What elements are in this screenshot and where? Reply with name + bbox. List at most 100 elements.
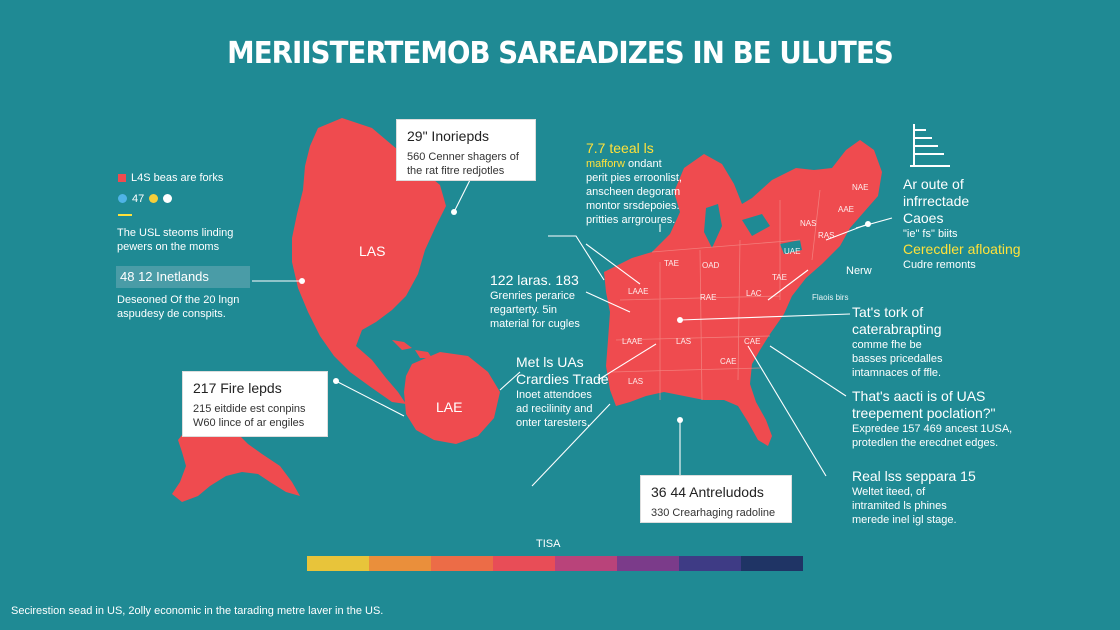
trade-line: Inoet attendoes — [516, 389, 592, 401]
right-top-heading: infrrectade — [903, 193, 970, 209]
callout-line: 560 Cenner shagers of — [407, 151, 519, 163]
scale-segment — [369, 556, 431, 571]
state-label: RAS — [818, 231, 834, 240]
alaska-landmass — [172, 424, 300, 502]
ship-icon — [910, 124, 950, 167]
right-bottom-text-block: Real lss seppara 15 Weltet iteed, of int… — [852, 468, 976, 527]
legend-divider — [118, 214, 132, 216]
top-center-heading-rest: ondant — [624, 158, 662, 170]
state-label: LAC — [746, 289, 762, 298]
state-label: NAE — [852, 183, 868, 192]
state-label: CAE — [720, 357, 736, 366]
callout-line: 215 eitdide est conpins — [193, 403, 306, 415]
trade-heading: Met ls UAs — [516, 354, 584, 370]
left-intro-line: The USL steoms linding — [117, 227, 234, 239]
top-center-line: pritties arrgroures. — [586, 214, 676, 226]
color-scale-bar — [307, 556, 803, 571]
callout-line: the rat fitre redjotles — [407, 165, 505, 177]
right-top-highlight: Cerecdler afloating — [903, 241, 1021, 257]
right-top-heading: Caoes — [903, 210, 944, 226]
south-america-landmass — [404, 352, 500, 444]
blue-dot-icon — [118, 194, 127, 203]
footer-caption: Secirestion sead in US, 2olly economic i… — [11, 605, 384, 617]
legend-label: L4S beas are forks — [131, 171, 224, 184]
map-label-south-america: LAE — [436, 399, 462, 415]
callout-box-left: 217 Fire lepds 215 eitdide est conpins W… — [182, 371, 328, 437]
north-america-landmass — [292, 118, 446, 404]
callout-heading: 36 44 Antreludods — [651, 484, 764, 500]
trade-line: ad recilinity and — [516, 403, 593, 415]
scale-segment — [617, 556, 679, 571]
left-intro-line: pewers on the moms — [117, 241, 220, 253]
right-mid-line: basses pricedalles — [852, 353, 943, 365]
top-center-highlight: mafforw — [586, 158, 625, 170]
state-label: CAE — [744, 337, 760, 346]
right-bottom-heading: Real lss seppara 15 — [852, 468, 976, 484]
right-question-heading: That's aacti is of UAS — [852, 388, 986, 404]
state-label: UAE — [784, 247, 800, 256]
state-borders — [611, 189, 821, 401]
scale-label: TISA — [536, 538, 561, 550]
legend-row-2: 47 — [118, 191, 223, 206]
state-label: NAS — [800, 219, 816, 228]
state-label: TAE — [772, 273, 787, 282]
legend-row-1: L4S beas are forks — [118, 170, 223, 185]
right-top-heading: Ar oute of — [903, 176, 964, 192]
mid-line: material for cugles — [490, 318, 580, 330]
trade-line: onter taresters. — [516, 417, 590, 429]
trade-heading: Crardies Trade — [516, 371, 609, 387]
state-label: RAE — [700, 293, 716, 302]
state-label: Flaois birs — [812, 293, 848, 302]
top-center-line: anscheen degoram — [586, 186, 681, 198]
callout-line: 330 Crearhaging radoline — [651, 507, 776, 519]
state-label: LAS — [676, 337, 691, 346]
mid-text-block: 122 laras. 183 Grenries perarice regarte… — [490, 272, 580, 331]
right-mid-text-block: Tat's tork of caterabrapting comme fhe b… — [852, 304, 943, 380]
state-label: OAD — [702, 261, 720, 270]
callout-heading: 217 Fire lepds — [193, 380, 282, 396]
scale-segment — [493, 556, 555, 571]
left-intro: The USL steoms linding pewers on the mom… — [117, 226, 233, 254]
state-label: LAAE — [628, 287, 648, 296]
callout-box-bottom: 36 44 Antreludods 330 Crearhaging radoli… — [640, 475, 792, 523]
legend-count: 47 — [132, 192, 145, 205]
caribbean-islands — [392, 340, 432, 358]
left-stat-line: aspudesy de conspits. — [117, 308, 226, 320]
left-stat-heading: 48 12 Inetlands — [116, 266, 250, 288]
scale-segment — [307, 556, 369, 571]
right-mid-heading: Tat's tork of — [852, 304, 924, 320]
state-label: AAE — [838, 205, 854, 214]
callout-box-top: 29" Inoriepds 560 Cenner shagers of the … — [396, 119, 536, 181]
callout-line: W60 lince of ar engiles — [193, 417, 305, 429]
trade-text-block: Met ls UAs Crardies Trade Inoet attendoe… — [516, 354, 609, 430]
right-question-line: Expredee 157 469 ancest 1USA, — [852, 423, 1013, 435]
right-bottom-line: Weltet iteed, of — [852, 486, 926, 498]
right-top-note: Nerw — [846, 265, 872, 277]
legend-swatch — [118, 173, 126, 182]
right-question-line: protedlen the erecdnet edges. — [852, 437, 999, 449]
yellow-dot-icon — [149, 194, 159, 203]
left-stat-body: Deseoned Of the 20 lngn aspudesy de cons… — [117, 293, 239, 321]
leader-dots — [299, 209, 871, 423]
top-center-line: montor srsdepoies. — [586, 200, 680, 212]
right-question-text-block: That's aacti is of UAS treepement poclat… — [852, 388, 1012, 450]
top-center-heading: 7.7 teeal ls — [586, 140, 654, 156]
mid-line: Grenries perarice — [490, 290, 575, 302]
state-label: LAAE — [622, 337, 642, 346]
right-mid-heading: caterabrapting — [852, 321, 942, 337]
right-top-text-block: Ar oute of infrrectade Caoes "ie" fs" bi… — [903, 176, 1021, 272]
usa-east-landmass — [604, 140, 882, 446]
right-question-heading: treepement poclation?" — [852, 405, 996, 421]
right-bottom-line: intramited ls phines — [852, 500, 947, 512]
top-center-text-block: 7.7 teeal ls mafforw ondant perit pies e… — [586, 140, 682, 227]
white-dot-icon — [163, 194, 173, 203]
state-label: LAS — [628, 377, 643, 386]
mid-heading: 122 laras. 183 — [490, 272, 579, 288]
scale-segment — [679, 556, 741, 571]
scale-segment — [555, 556, 617, 571]
mid-line: regarterty. 5in — [490, 304, 558, 316]
callout-heading: 29" Inoriepds — [407, 128, 490, 144]
right-bottom-line: merede inel igl stage. — [852, 514, 957, 526]
right-mid-line: comme fhe be — [852, 339, 922, 351]
